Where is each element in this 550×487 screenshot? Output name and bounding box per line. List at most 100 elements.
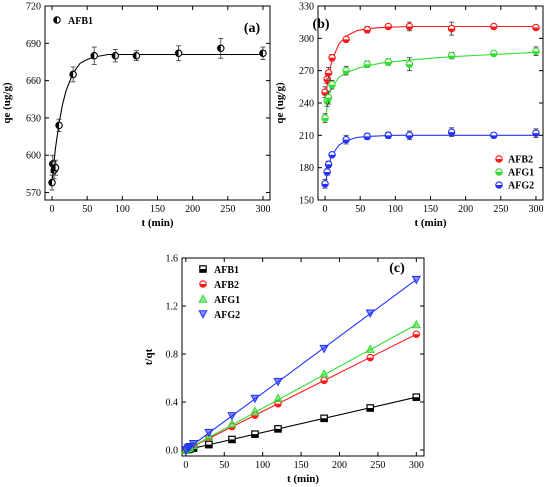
data-point-AFG1-half — [490, 53, 497, 57]
y-tick-label: 180 — [299, 163, 314, 174]
x-tick-label: 300 — [255, 204, 270, 215]
x-tick-label: 200 — [185, 204, 200, 215]
data-point-AFG2-half — [448, 132, 455, 136]
legend-marker-AFG2 — [198, 310, 208, 319]
data-point-AFG1 — [273, 393, 283, 403]
legend-marker-AFB2-half — [199, 284, 207, 288]
data-point-AFB2-half — [323, 79, 331, 83]
y-tick-label: 0.4 — [166, 398, 179, 409]
data-point-AFB2-half — [448, 28, 455, 32]
x-tick-label: 0 — [50, 204, 55, 215]
legend-label-AFG1: AFG1 — [214, 295, 240, 306]
data-point-AFB1-half — [55, 122, 60, 129]
data-point-AFB1-half — [52, 164, 56, 171]
data-point-AFB1-half — [367, 408, 374, 412]
y-tick-label: 690 — [26, 39, 41, 50]
y-tick-label: 630 — [26, 113, 41, 124]
x-tick-label: 50 — [355, 204, 365, 215]
x-tick-label: 250 — [493, 204, 508, 215]
data-point-AFG2 — [319, 344, 329, 354]
data-point-AFB1-half — [228, 439, 236, 443]
legend-marker-AFB2-half — [495, 159, 503, 163]
data-point-AFB1-half — [413, 397, 420, 401]
data-point-AFB1-half — [133, 52, 137, 59]
x-tick-label: 250 — [370, 460, 385, 471]
plot-frame — [44, 5, 271, 201]
x-tick-label: 300 — [409, 460, 424, 471]
data-point-AFB2-half — [490, 26, 497, 30]
data-point-AFG1-half — [364, 64, 371, 68]
y-tick-label: 0.0 — [166, 446, 179, 457]
x-tick-label: 150 — [294, 460, 309, 471]
y-tick-label: 570 — [26, 188, 41, 199]
legend-marker-AFG1-half — [495, 172, 503, 176]
panel-label: (c) — [389, 261, 405, 276]
y-tick-label: 0.8 — [166, 350, 179, 361]
y-tick-label: 240 — [299, 99, 314, 110]
panel-label: (a) — [244, 21, 261, 36]
y-axis-label: qe (ug/g) — [274, 82, 286, 124]
y-axis-label: t/qt — [143, 348, 155, 365]
data-point-AFG1 — [319, 368, 329, 378]
y-tick-label: 720 — [26, 2, 41, 13]
x-tick-label: 200 — [458, 204, 473, 215]
data-point-AFG2 — [185, 442, 195, 452]
data-point-AFB1-half — [91, 52, 95, 59]
x-tick-label: 300 — [528, 204, 543, 215]
data-point-AFG2-half — [328, 154, 336, 158]
data-point-AFG2-half — [364, 136, 371, 140]
data-point-AFG1-half — [325, 97, 332, 101]
y-tick-label: 210 — [299, 131, 314, 142]
data-point-AFG1-half — [328, 84, 336, 88]
fit-line-AFB2 — [324, 25, 536, 100]
data-point-AFG2-half — [490, 135, 497, 139]
data-point-AFG1 — [227, 418, 237, 428]
data-point-AFG1-half — [406, 64, 413, 68]
y-tick-label: 330 — [299, 2, 314, 13]
data-point-AFB2-half — [413, 334, 420, 338]
data-point-AFB1-half — [320, 418, 328, 422]
x-axis-label: t (min) — [141, 217, 173, 229]
y-tick-label: 1.6 — [166, 254, 179, 265]
panel-b: 0 50 100 150 200 250 300 150 180 210 240 270 300 330 t… — [274, 2, 544, 229]
data-point-AFG2-half — [321, 183, 329, 188]
data-point-AFG1-half — [448, 55, 455, 59]
data-point-AFB2-half — [325, 72, 332, 77]
x-tick-label: 50 — [82, 204, 92, 215]
fit-line-AFG2 — [185, 279, 417, 451]
legend-label-AFG2: AFG2 — [214, 310, 240, 321]
data-point-AFB1-half — [251, 434, 259, 438]
data-point-AFB1-half — [69, 71, 74, 78]
legend-label-AFB2: AFB2 — [214, 280, 239, 291]
legend-label-AFB1: AFB1 — [68, 16, 93, 27]
data-point-AFG2 — [188, 440, 199, 449]
fit-line-AFB1 — [185, 396, 417, 451]
data-point-AFB1-half — [190, 448, 197, 452]
data-point-AFB2-half — [364, 29, 371, 33]
x-tick-label: 100 — [255, 460, 270, 471]
data-point-AFG2-half — [342, 139, 350, 143]
y-tick-label: 1.2 — [166, 302, 179, 313]
data-point-AFB2-half — [367, 357, 374, 361]
legend-label-AFB2: AFB2 — [508, 155, 533, 166]
data-point-AFB2-half — [532, 27, 540, 31]
x-tick-label: 100 — [388, 204, 403, 215]
data-point-AFB1-half — [175, 50, 179, 57]
data-point-AFB2-half — [328, 57, 336, 61]
data-point-AFB2-half — [406, 26, 413, 30]
data-point-AFG2-half — [406, 135, 413, 139]
legend-marker-AFB1-half — [199, 269, 207, 273]
y-tick-label: 660 — [26, 76, 41, 87]
panel-a: 0 50 100 150 200 250 300 570 600 630 660 690 720 t (m… — [1, 2, 271, 229]
data-point-AFG1 — [411, 319, 421, 329]
x-tick-label: 200 — [332, 460, 347, 471]
data-point-AFG2-half — [532, 133, 540, 137]
data-point-AFG1 — [250, 406, 260, 415]
y-tick-label: 600 — [26, 151, 41, 162]
fit-line-AFB2 — [185, 333, 417, 451]
data-point-AFB1-half — [49, 160, 53, 168]
x-tick-label: 250 — [220, 204, 235, 215]
fit-line-AFG1 — [185, 324, 417, 451]
data-point-AFG1-half — [321, 118, 329, 122]
